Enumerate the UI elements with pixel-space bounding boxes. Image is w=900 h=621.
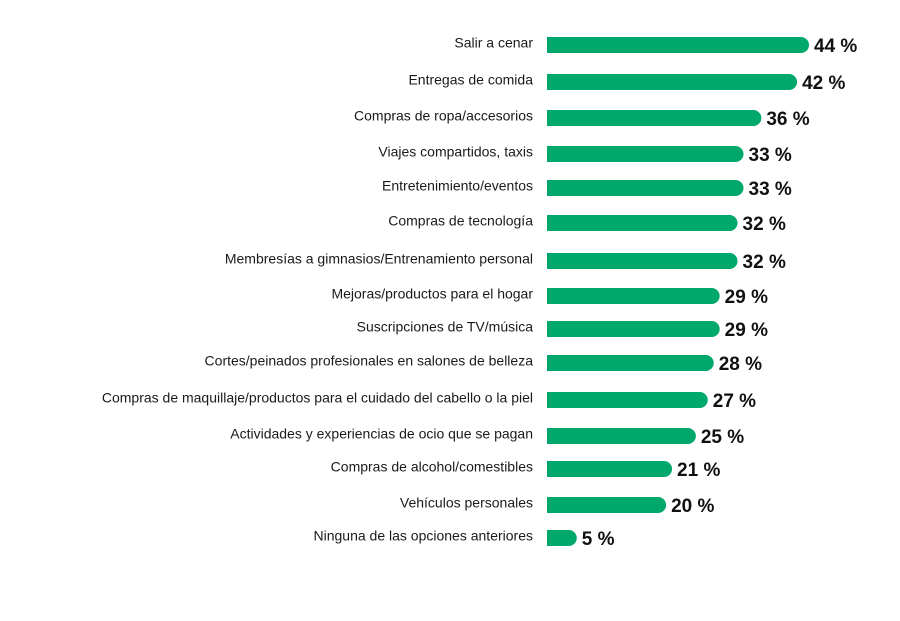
bar (547, 530, 577, 546)
category-label: Membresías a gimnasios/Entrenamiento per… (225, 251, 533, 267)
bar (547, 180, 744, 196)
category-label: Compras de alcohol/comestibles (331, 459, 533, 475)
bar (547, 497, 667, 513)
value-label: 29 % (725, 320, 768, 341)
category-label: Suscripciones de TV/música (357, 319, 534, 335)
category-label: Compras de maquillaje/productos para el … (102, 390, 533, 406)
value-label: 5 % (582, 529, 615, 550)
category-label: Entregas de comida (408, 72, 533, 88)
bar (547, 146, 744, 162)
value-label: 25 % (701, 427, 744, 448)
bars-layer (547, 37, 809, 546)
value-label: 33 % (749, 179, 792, 200)
bar (547, 288, 720, 304)
value-label: 32 % (743, 252, 786, 273)
category-label: Cortes/peinados profesionales en salones… (205, 353, 534, 369)
bar (547, 74, 798, 90)
value-label: 36 % (766, 109, 809, 130)
value-label: 28 % (719, 354, 762, 375)
bar (547, 321, 720, 337)
value-label: 29 % (725, 287, 768, 308)
category-label: Salir a cenar (454, 35, 533, 51)
bar (547, 110, 762, 126)
category-label: Ninguna de las opciones anteriores (314, 528, 533, 544)
category-label: Compras de tecnología (388, 213, 533, 229)
bar (547, 37, 809, 53)
bar (547, 392, 708, 408)
value-label: 42 % (802, 73, 845, 94)
bar (547, 461, 673, 477)
bar (547, 428, 696, 444)
value-label: 21 % (677, 460, 720, 481)
bar (547, 355, 714, 371)
category-label: Vehículos personales (400, 495, 533, 511)
bar (547, 253, 738, 269)
category-label: Entretenimiento/eventos (382, 178, 533, 194)
value-label: 32 % (743, 214, 786, 235)
category-label: Mejoras/productos para el hogar (331, 286, 533, 302)
value-label: 27 % (713, 391, 756, 412)
value-label: 44 % (814, 36, 857, 57)
value-label: 20 % (671, 496, 714, 517)
labels-layer: Salir a cenar 44 % Entregas de comida 42 % C… (102, 35, 858, 550)
value-label: 33 % (749, 145, 792, 166)
category-label: Compras de ropa/accesorios (354, 108, 533, 124)
category-label: Viajes compartidos, taxis (378, 144, 533, 160)
bar (547, 215, 738, 231)
category-label: Actividades y experiencias de ocio que s… (230, 426, 533, 442)
